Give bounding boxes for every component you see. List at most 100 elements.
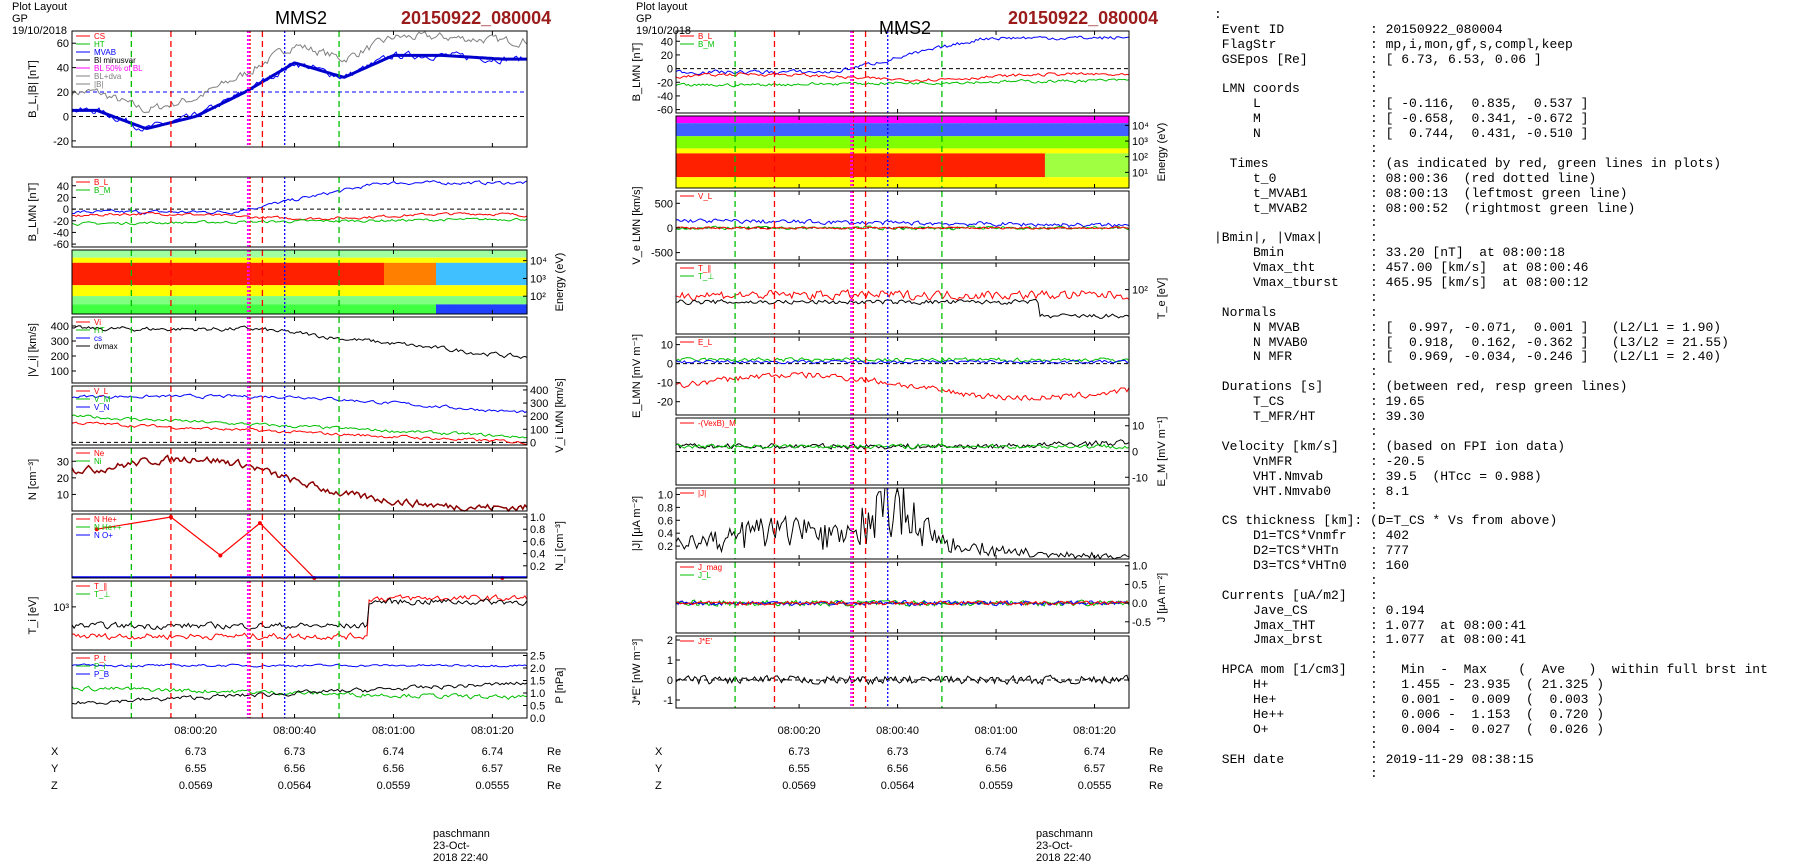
info-line: D1=TCS*Vnmfr : 402 — [1214, 529, 1410, 544]
spectrogram-cell — [837, 148, 845, 154]
spectrogram-cell — [410, 262, 418, 286]
spectrogram-cell — [1090, 136, 1098, 149]
spectrogram-cell — [208, 304, 216, 314]
spectrogram-cell — [416, 262, 424, 286]
spectrogram-cell — [234, 262, 242, 286]
legend-entry: N He++ — [94, 523, 122, 532]
spectrogram-cell — [902, 123, 910, 137]
legend-entry: CS — [94, 32, 105, 41]
spectrogram-cell — [124, 250, 132, 258]
spectrogram-cell — [734, 116, 742, 124]
spectrogram-cell — [857, 136, 865, 149]
spectrogram-cell — [189, 304, 197, 314]
spectrogram-cell — [488, 304, 496, 314]
info-line: N MVAB : [ 0.997, -0.071, 0.001 ] (L2/L1… — [1214, 320, 1722, 335]
spectrogram-cell — [863, 177, 871, 188]
y-tick-label: 0.6 — [530, 536, 545, 548]
spectrogram-cell — [306, 257, 314, 263]
spectrogram-cell — [863, 116, 871, 124]
position-value: 6.55 — [185, 763, 206, 775]
spectrogram-cell — [416, 257, 424, 263]
spectrogram-cell — [902, 177, 910, 188]
spectrogram-cell — [358, 304, 366, 314]
info-line: N MFR : [ 0.969, -0.034, -0.246 ] (L2/L1… — [1214, 350, 1722, 365]
spectrogram-cell — [747, 123, 755, 137]
spectrogram-cell — [1044, 177, 1052, 188]
spectrogram-cell — [195, 304, 203, 314]
spectrogram-cell — [202, 304, 210, 314]
spectrogram-cell — [85, 250, 93, 258]
spectrogram-cell — [883, 177, 891, 188]
spectrogram-cell — [306, 250, 314, 258]
y-axis-label: T_i [eV] — [27, 597, 39, 635]
spectrogram-cell — [799, 116, 807, 124]
spectrogram-cell — [436, 262, 444, 286]
spectrogram-cell — [1122, 123, 1130, 137]
spectrogram-cell — [779, 153, 787, 178]
spectrogram-cell — [701, 136, 709, 149]
spectrogram-cell — [156, 304, 164, 314]
spectrogram-cell — [1006, 148, 1014, 154]
y-axis-label: N [cm⁻³] — [27, 459, 39, 500]
spectrogram-cell — [721, 177, 729, 188]
spectrogram-cell — [714, 116, 722, 124]
y-tick-label: 1.5 — [530, 676, 545, 688]
spectrogram-cell — [72, 262, 80, 286]
spectrogram-cell — [844, 116, 852, 124]
spectrogram-cell — [1012, 148, 1020, 154]
spectrogram-cell — [514, 262, 522, 286]
spectrogram-cell — [1077, 177, 1085, 188]
spectrogram-cell — [740, 136, 748, 149]
spectrogram-cell — [676, 116, 684, 124]
position-value: 6.56 — [284, 763, 305, 775]
spectrogram-cell — [111, 285, 119, 297]
position-value: 0.0569 — [782, 780, 816, 792]
legend-entry: T_⊥ — [94, 590, 110, 599]
spectrogram-cell — [293, 262, 301, 286]
spectrogram-cell — [241, 304, 249, 314]
spectrogram-cell — [195, 257, 203, 263]
spectrogram-cell — [844, 123, 852, 137]
y-axis-label: B_LMN [nT] — [631, 43, 643, 102]
spectrogram-cell — [91, 296, 99, 305]
spectrogram-cell — [325, 250, 333, 258]
spectrogram-cell — [468, 304, 476, 314]
spectrogram-cell — [676, 123, 684, 137]
spectrogram-cell — [143, 285, 151, 297]
panel-frame — [675, 115, 1130, 189]
spectrogram-cell — [358, 296, 366, 305]
y-tick-label: 500 — [655, 198, 673, 210]
spectrogram-cell — [254, 257, 262, 263]
spectrogram-cell — [734, 177, 742, 188]
spectrogram-cell — [130, 262, 138, 286]
position-row-label: X — [655, 746, 663, 758]
y-tick-label: 30 — [57, 456, 69, 468]
spectrogram-cell — [462, 304, 470, 314]
legend-entry: T_∥ — [698, 264, 711, 273]
spectrogram-cell — [824, 123, 832, 137]
spectrogram-cell — [883, 116, 891, 124]
spectrogram-cell — [831, 116, 839, 124]
spectrogram-cell — [902, 116, 910, 124]
spectrogram-cell — [1083, 123, 1091, 137]
y-tick-label: -20 — [657, 397, 673, 409]
panel-frame — [71, 652, 528, 719]
spectrogram-cell — [1103, 136, 1111, 149]
trace-en — [675, 371, 1130, 402]
trace-jn — [675, 600, 1130, 606]
panel-p: 2.52.01.51.00.50.0 P [nPa] P_tP_iP_B — [71, 651, 566, 725]
spectrogram-cell — [254, 285, 262, 297]
spectrogram-cell — [234, 296, 242, 305]
spectrogram-cell — [228, 304, 236, 314]
spectrogram-cell — [909, 116, 917, 124]
spectrogram-cell — [189, 262, 197, 286]
y-tick-label: 1.0 — [658, 489, 673, 501]
spectrogram-cell — [293, 304, 301, 314]
spectrogram-cell — [779, 116, 787, 124]
spectrogram-cell — [760, 148, 768, 154]
y-tick-label: 0 — [667, 64, 673, 76]
spectrogram-cell — [928, 116, 936, 124]
spectrogram-cell — [1031, 116, 1039, 124]
